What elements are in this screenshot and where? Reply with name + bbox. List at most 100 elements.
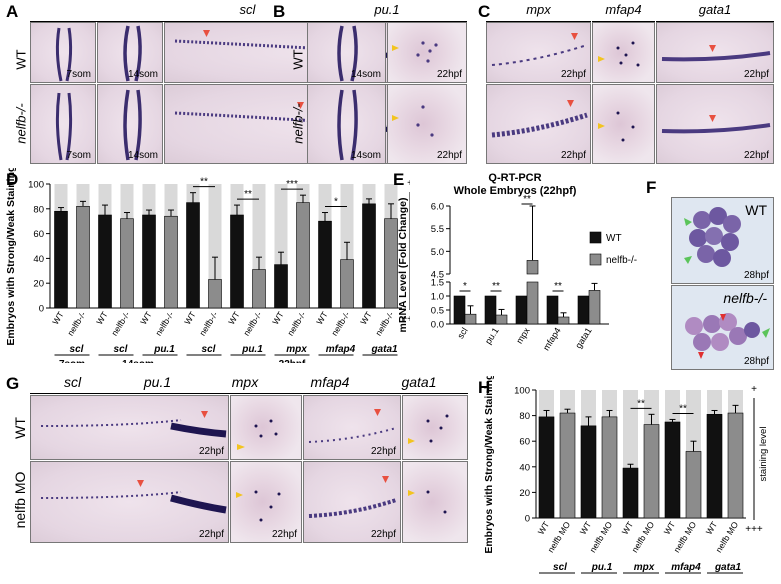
y-tick-label: 100 [28, 180, 44, 191]
significance-label: ** [637, 398, 645, 409]
data-bar [274, 264, 288, 309]
gene-label: mfap4 [671, 562, 701, 573]
data-bar [230, 214, 244, 309]
panel-g-row-mo: nelfb MO [12, 471, 28, 529]
chart-title-line2: Whole Embryos (22hpf) [454, 185, 577, 197]
data-bar [557, 316, 570, 325]
gene-label: gata1 [370, 344, 398, 355]
panel-b-row-wt: WT [290, 49, 306, 70]
data-bar [120, 218, 134, 309]
data-bar [252, 269, 266, 309]
data-bar [580, 425, 597, 519]
panel-c-img-wt-mpx: 22hpf [486, 22, 591, 83]
x-tick-label: WT [226, 310, 241, 327]
gene-label: scl [202, 344, 216, 355]
stage-label: 28hpf [743, 356, 769, 367]
panel-label-f: F [646, 178, 657, 197]
panel-d-chart: Embryos with Strong/Weak Staining (%) 0 20… [5, 168, 410, 363]
x-tick-label: WT [704, 520, 719, 537]
panel-g-underline [30, 393, 468, 394]
data-bar [546, 295, 559, 325]
panel-c-img-mut-mpx: 22hpf [486, 84, 591, 164]
stage-label: 22hpf [436, 69, 462, 80]
legend-swatch [589, 253, 602, 266]
x-tick-label: WT [358, 310, 373, 327]
y-tick-label: 1.5 [431, 278, 444, 289]
significance-label: ** [492, 281, 500, 292]
y-tick-label: 40 [519, 462, 530, 473]
stage-label: 14som [350, 69, 381, 80]
staining-plus: + [751, 384, 757, 395]
x-tick-label: WT [94, 310, 109, 327]
panel-c-img-mut-mfap4 [592, 84, 655, 164]
x-tick-label: WT [536, 520, 551, 537]
stage-group-label: 14som [122, 359, 154, 363]
data-bar [142, 214, 156, 309]
gene-label: scl [70, 344, 84, 355]
panel-a-img-mut-14som: 14som [97, 84, 163, 164]
chart-title-line1: Q-RT-PCR [488, 172, 541, 184]
legend-swatch [589, 231, 602, 244]
panel-a-img-wt-7som: 7som [30, 22, 96, 83]
stage-label: 22hpf [743, 150, 769, 161]
panel-label-g: G [6, 374, 20, 393]
y-tick-label: 0.5 [431, 306, 444, 317]
y-tick-label: 40 [33, 254, 44, 265]
stage-label: 22hpf [560, 150, 586, 161]
stage-label: 14som [127, 150, 158, 161]
panel-b-img-wt-14som: 14som [307, 22, 386, 83]
data-bar [601, 416, 618, 519]
x-tick-label: mfap4 [541, 326, 563, 353]
data-bar [98, 214, 112, 309]
significance-label: ** [679, 403, 687, 414]
data-bar [577, 295, 590, 325]
gene-label: pu.1 [241, 344, 263, 355]
panel-g-img-wt-scl: 22hpf [30, 395, 229, 460]
y-axis-label: mRNA Level (Fold Change) [397, 198, 409, 333]
panel-g-header-gata1: gata1 [401, 374, 437, 390]
stage-label: 22hpf [198, 529, 224, 540]
panel-b-img-wt-22hpf: 22hpf [387, 22, 467, 83]
panel-c-underline-3 [656, 21, 774, 22]
y-tick-label: 0 [525, 514, 530, 525]
y-tick-label: 60 [33, 229, 44, 240]
x-tick-label: nelfb-/- [109, 310, 132, 338]
panel-c-header-mpx: mpx [526, 2, 551, 17]
data-bar [362, 203, 376, 309]
x-tick-label: nelfb-/- [329, 310, 352, 338]
y-tick-label: 4.5 [431, 270, 444, 281]
staining-plus3: +++ [401, 314, 410, 325]
stage-label: 22hpf [198, 446, 224, 457]
panel-g-img-wt-mfap4 [402, 395, 468, 460]
panel-a-underline [30, 21, 463, 22]
legend-label: nelfb-/- [606, 255, 637, 266]
y-tick-label: 1.0 [431, 292, 444, 303]
stage-label: 22hpf [271, 529, 297, 540]
panel-label-a: A [6, 2, 19, 21]
x-tick-label: WT [50, 310, 65, 327]
significance-label: * [463, 281, 467, 292]
legend-label: WT [606, 233, 622, 244]
y-tick-label: 0.0 [431, 320, 444, 331]
panel-label-e: E [393, 170, 405, 189]
data-bar [664, 421, 681, 519]
stage-label: 14som [127, 69, 158, 80]
y-tick-label: 20 [33, 279, 44, 290]
data-bar-upper [526, 260, 539, 275]
y-tick-label: 5.5 [431, 224, 444, 235]
x-tick-label: nelfb-/- [285, 310, 308, 338]
x-tick-label: mpx [514, 325, 532, 345]
x-tick-label: nelfb-/- [197, 310, 220, 338]
panel-c-underline-2 [592, 21, 655, 22]
significance-label: * [334, 197, 338, 208]
panel-g-header-mfap4: mfap4 [310, 374, 350, 390]
data-bar [515, 295, 528, 325]
panel-c-img-wt-mfap4 [592, 22, 655, 83]
data-bar [706, 414, 723, 519]
stage-label: 22hpf [370, 529, 396, 540]
data-bar [559, 412, 576, 519]
x-tick-label: scl [455, 326, 469, 341]
panel-f-wt-label: WT [745, 202, 767, 218]
data-bar [340, 259, 354, 309]
